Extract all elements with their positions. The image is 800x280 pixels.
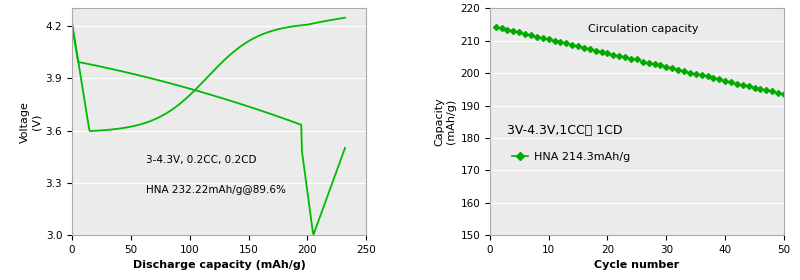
Y-axis label: Capacity
(mAh/g): Capacity (mAh/g): [434, 97, 456, 146]
X-axis label: Discharge capacity (mAh/g): Discharge capacity (mAh/g): [133, 260, 306, 270]
Text: 3-4.3V, 0.2CC, 0.2CD: 3-4.3V, 0.2CC, 0.2CD: [146, 155, 256, 165]
Y-axis label: Voltage
(V): Voltage (V): [20, 101, 42, 143]
Legend: HNA 214.3mAh/g: HNA 214.3mAh/g: [507, 147, 634, 166]
Text: 3V-4.3V,1CC， 1CD: 3V-4.3V,1CC， 1CD: [507, 124, 623, 137]
Text: Circulation capacity: Circulation capacity: [587, 24, 698, 34]
Text: HNA 232.22mAh/g@89.6%: HNA 232.22mAh/g@89.6%: [146, 185, 286, 195]
X-axis label: Cycle number: Cycle number: [594, 260, 679, 270]
